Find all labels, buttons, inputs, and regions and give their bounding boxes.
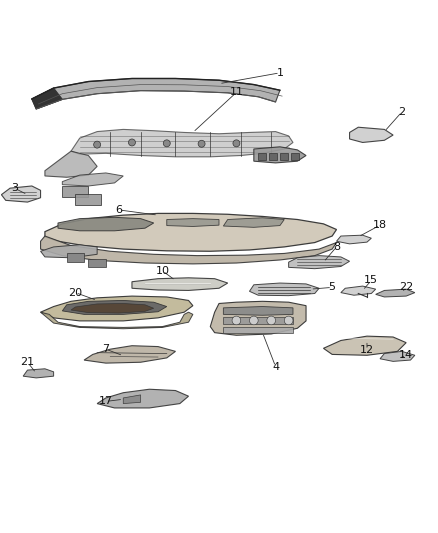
Polygon shape — [1, 186, 41, 202]
Polygon shape — [62, 173, 123, 186]
Polygon shape — [289, 256, 350, 269]
Polygon shape — [323, 336, 406, 356]
Circle shape — [94, 141, 101, 148]
Text: 1: 1 — [276, 68, 283, 78]
Polygon shape — [88, 259, 106, 268]
Polygon shape — [84, 346, 176, 363]
Polygon shape — [223, 306, 293, 315]
Polygon shape — [376, 289, 415, 297]
Polygon shape — [336, 235, 371, 244]
Text: 17: 17 — [99, 397, 113, 407]
Polygon shape — [41, 245, 97, 258]
Polygon shape — [254, 147, 306, 163]
Polygon shape — [132, 278, 228, 290]
Text: 12: 12 — [360, 345, 374, 355]
Polygon shape — [223, 317, 293, 324]
Polygon shape — [250, 283, 319, 296]
Polygon shape — [32, 88, 62, 109]
Text: 5: 5 — [328, 282, 336, 293]
Polygon shape — [41, 236, 336, 264]
Polygon shape — [291, 154, 299, 160]
Polygon shape — [97, 389, 188, 408]
Polygon shape — [123, 395, 141, 403]
Polygon shape — [41, 296, 193, 321]
Polygon shape — [23, 369, 53, 378]
Circle shape — [198, 140, 205, 147]
Text: 14: 14 — [399, 350, 413, 360]
Text: 21: 21 — [21, 357, 35, 367]
Circle shape — [267, 316, 276, 325]
Text: 4: 4 — [272, 361, 279, 372]
Polygon shape — [71, 130, 293, 157]
Polygon shape — [58, 217, 154, 231]
Text: 10: 10 — [155, 266, 170, 276]
Text: 3: 3 — [11, 183, 18, 193]
Polygon shape — [45, 213, 336, 251]
Polygon shape — [350, 127, 393, 142]
Polygon shape — [75, 194, 102, 205]
Text: 20: 20 — [68, 288, 82, 297]
Polygon shape — [62, 186, 88, 197]
Polygon shape — [41, 312, 193, 329]
Text: 22: 22 — [399, 282, 413, 293]
Text: 2: 2 — [398, 107, 405, 117]
Text: 18: 18 — [373, 220, 387, 230]
Polygon shape — [71, 303, 154, 313]
Polygon shape — [258, 154, 266, 160]
Polygon shape — [62, 301, 167, 314]
Polygon shape — [280, 154, 288, 160]
Text: 7: 7 — [102, 344, 110, 354]
Circle shape — [284, 316, 293, 325]
Circle shape — [250, 316, 258, 325]
Polygon shape — [223, 218, 284, 228]
Text: 6: 6 — [115, 205, 122, 215]
Circle shape — [163, 140, 170, 147]
Polygon shape — [223, 327, 293, 333]
Circle shape — [233, 140, 240, 147]
Polygon shape — [210, 301, 306, 335]
Polygon shape — [32, 78, 280, 109]
Polygon shape — [269, 154, 277, 160]
Polygon shape — [341, 286, 376, 295]
Text: 11: 11 — [230, 87, 244, 98]
Circle shape — [232, 316, 241, 325]
Polygon shape — [380, 351, 415, 361]
Circle shape — [128, 139, 135, 146]
Text: 8: 8 — [333, 242, 340, 252]
Polygon shape — [67, 254, 84, 262]
Text: 15: 15 — [364, 276, 378, 286]
Polygon shape — [167, 219, 219, 227]
Polygon shape — [45, 151, 97, 177]
